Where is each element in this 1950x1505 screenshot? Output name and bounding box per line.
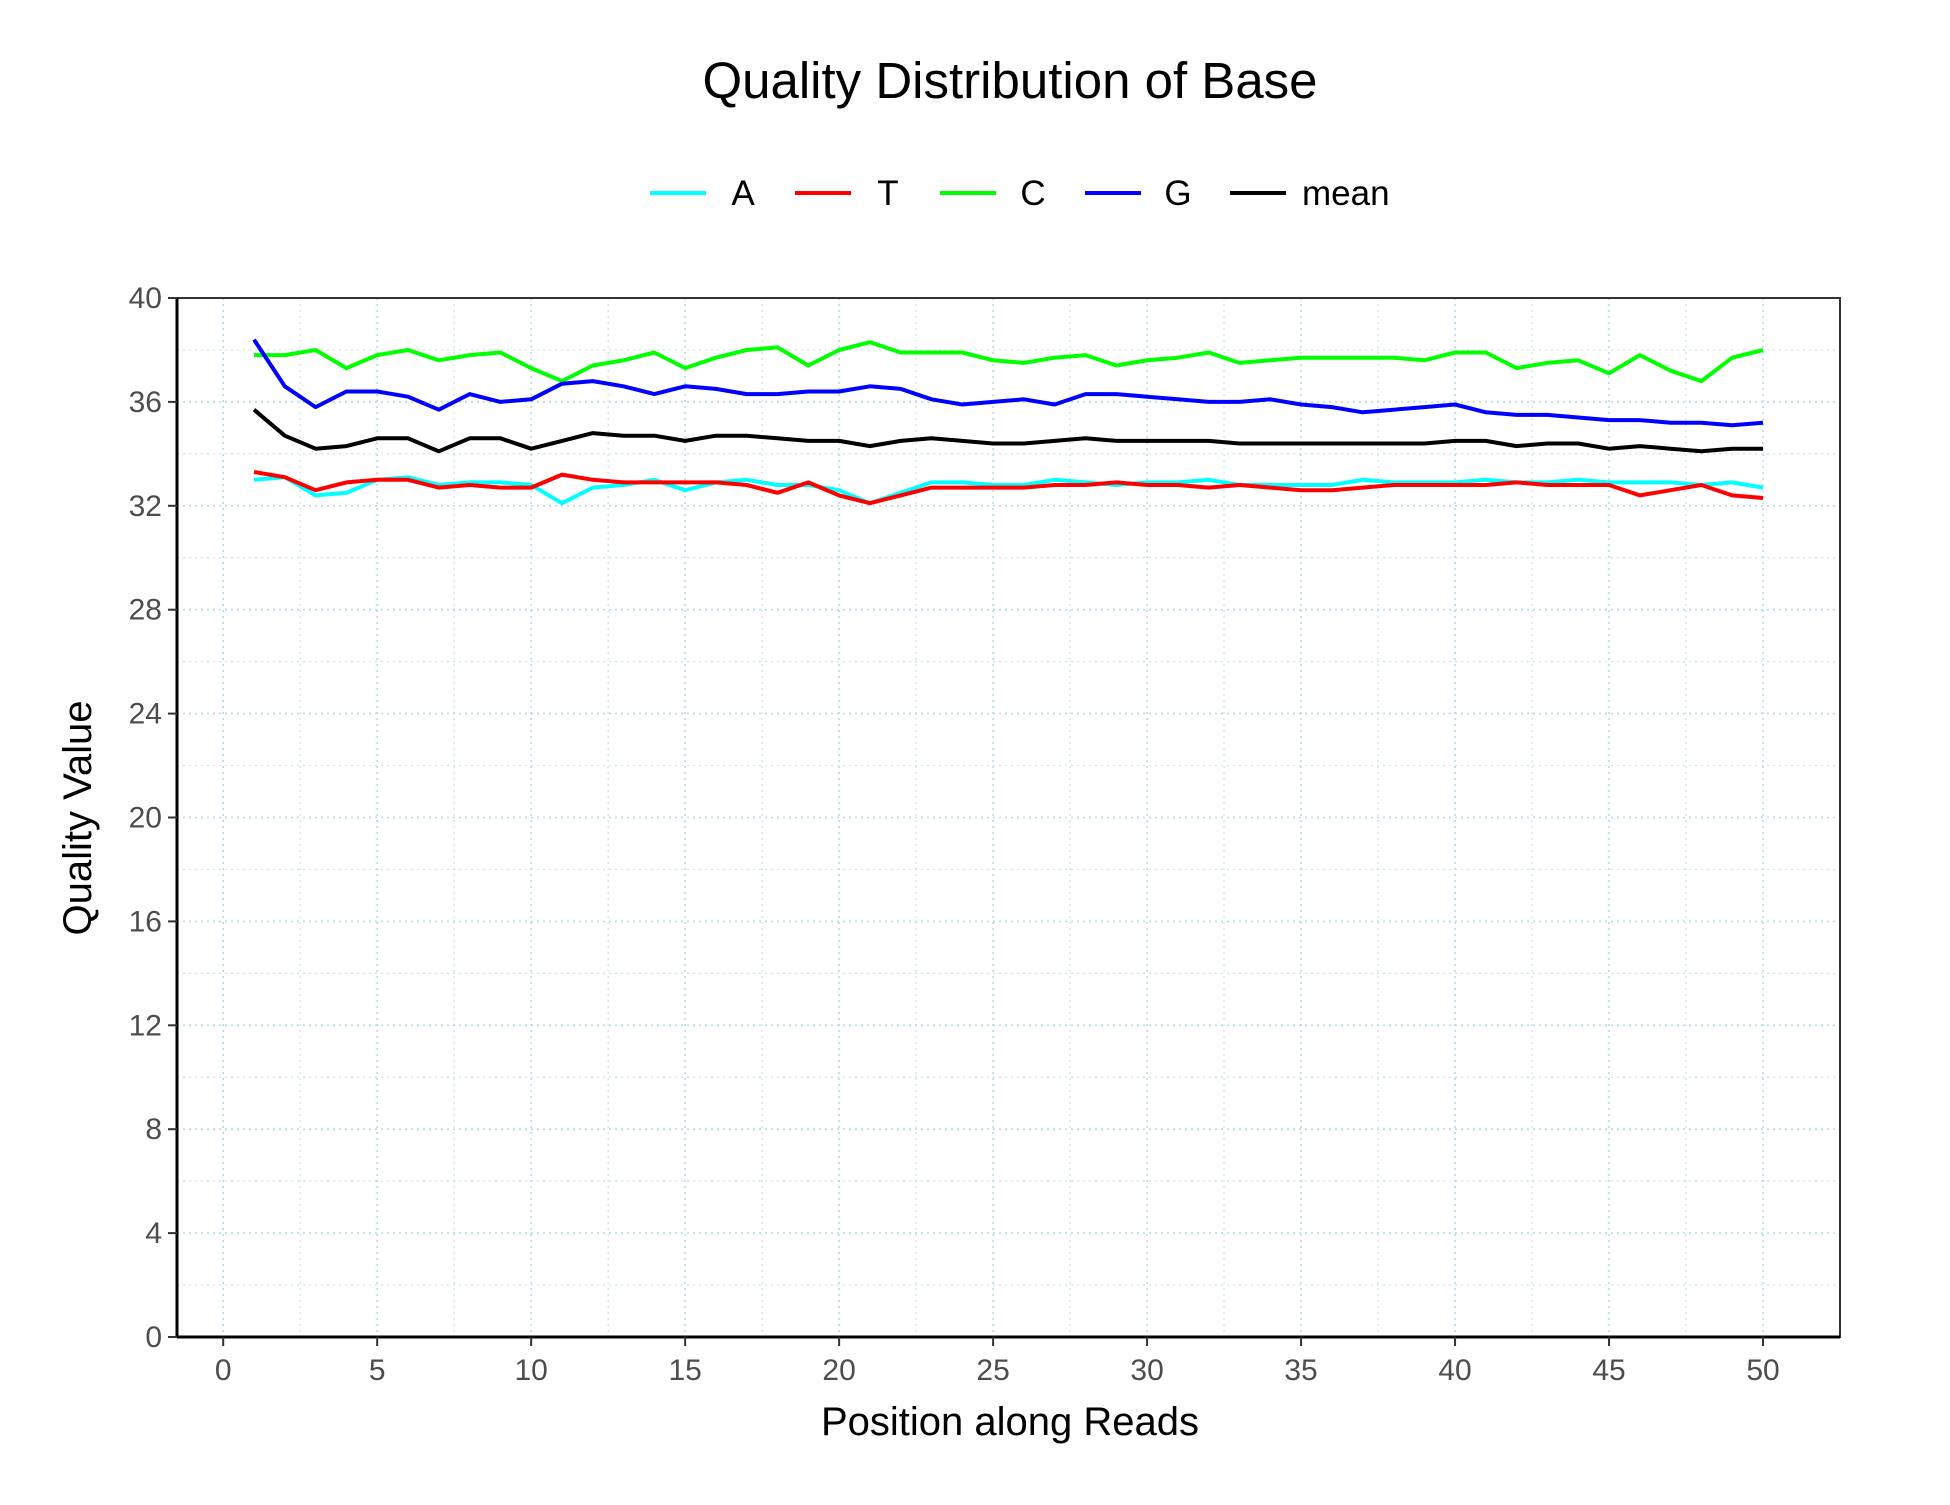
- x-tick-label: 50: [1746, 1354, 1779, 1387]
- y-tick-label: 8: [145, 1113, 162, 1146]
- y-tick-label: 16: [129, 905, 162, 938]
- x-tick-label: 45: [1592, 1354, 1625, 1387]
- series-line-C: [254, 340, 1764, 384]
- series-line-A: [253, 475, 1764, 506]
- x-tick-label: 30: [1130, 1354, 1163, 1387]
- y-tick-label: 40: [129, 282, 162, 315]
- x-axis-title: Position along Reads: [821, 1400, 1199, 1444]
- legend-label-mean: mean: [1302, 174, 1390, 213]
- x-tick-label: 35: [1284, 1354, 1317, 1387]
- x-tick-label: 0: [215, 1354, 232, 1387]
- legend-label-C: C: [1020, 174, 1045, 213]
- series-line-G: [252, 338, 1764, 428]
- x-tick-label: 15: [668, 1354, 701, 1387]
- x-tick-label: 25: [976, 1354, 1009, 1387]
- y-tick-label: 12: [129, 1009, 162, 1042]
- y-tick-label: 28: [129, 594, 162, 627]
- grid: [177, 297, 1840, 1338]
- series-lines: [252, 338, 1764, 506]
- legend-label-T: T: [877, 174, 898, 213]
- chart-title: Quality Distribution of Base: [702, 52, 1317, 109]
- x-tick-label: 5: [369, 1354, 386, 1387]
- y-tick-label: 32: [129, 490, 162, 523]
- x-tick-label: 10: [514, 1354, 547, 1387]
- y-tick-label: 20: [129, 802, 162, 835]
- panel-border: [176, 297, 1841, 1338]
- series-line-mean: [252, 408, 1763, 454]
- y-tick-label: 0: [145, 1321, 162, 1354]
- y-tick-label: 4: [145, 1217, 162, 1250]
- x-tick-label: 20: [822, 1354, 855, 1387]
- y-tick-label: 36: [129, 386, 162, 419]
- axes: 0 5 10 15 20 25 30 35 40 45 50 0 4 8 12 16 20 24 28 32 36 40: [129, 282, 1841, 1387]
- y-axis-title: Quality Value: [56, 701, 100, 936]
- legend-label-G: G: [1164, 174, 1191, 213]
- legend-label-A: A: [731, 174, 755, 213]
- series-line-T: [253, 470, 1764, 506]
- x-tick-label: 40: [1438, 1354, 1471, 1387]
- y-tick-label: 24: [129, 698, 162, 731]
